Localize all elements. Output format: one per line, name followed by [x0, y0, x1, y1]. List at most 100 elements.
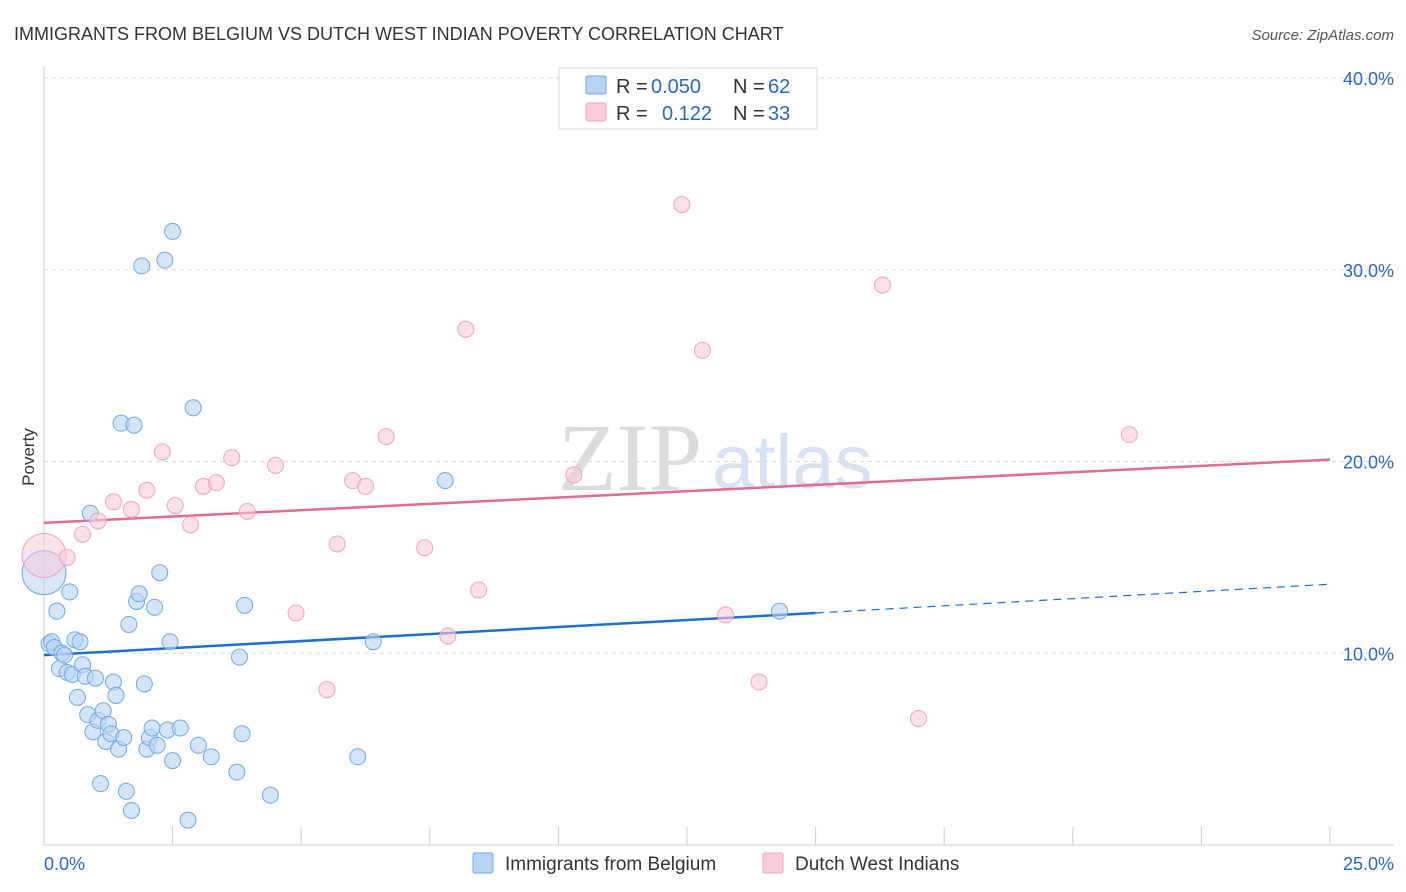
point-belgium — [86, 669, 104, 687]
bottom-legend-swatch-belgium — [472, 852, 494, 874]
grid-layer — [44, 77, 1394, 654]
point-dutch-west-indians — [89, 512, 107, 530]
point-dutch-west-indians — [58, 548, 76, 566]
point-belgium — [189, 736, 207, 754]
point-belgium — [233, 725, 251, 743]
point-dutch-west-indians — [1120, 426, 1138, 444]
point-dutch-west-indians — [153, 443, 171, 461]
point-belgium — [92, 775, 110, 793]
legend-r-label-belgium: R = — [616, 76, 648, 98]
point-belgium — [228, 763, 246, 781]
point-dutch-west-indians — [357, 477, 374, 495]
legend-n-label-dutch-west-indians: N = — [733, 103, 765, 125]
point-belgium — [171, 719, 189, 737]
point-belgium — [151, 564, 169, 582]
point-dutch-west-indians — [166, 497, 184, 515]
point-belgium — [236, 596, 254, 614]
point-belgium — [56, 646, 74, 664]
point-belgium — [117, 782, 135, 800]
trend-line-dutch-west-indians — [43, 458, 1331, 525]
point-dutch-west-indians — [223, 449, 241, 467]
point-belgium — [164, 752, 182, 770]
legend-swatch-belgium — [585, 75, 607, 95]
point-dutch-west-indians — [74, 525, 92, 543]
point-dutch-west-indians — [673, 196, 691, 214]
point-dutch-west-indians — [287, 604, 305, 622]
point-belgium — [48, 602, 66, 620]
y-tick-label: 10.0% — [1343, 644, 1394, 664]
point-belgium — [68, 688, 86, 706]
points-layer — [21, 196, 1138, 829]
point-belgium — [122, 801, 140, 819]
point-belgium — [184, 399, 202, 417]
chart-source: Source: ZipAtlas.com — [1251, 27, 1394, 44]
point-dutch-west-indians — [138, 481, 156, 499]
point-belgium — [71, 633, 89, 651]
legend-n-value-belgium: 62 — [768, 76, 790, 98]
point-dutch-west-indians — [182, 516, 200, 534]
bottom-legend-label-dutch-west-indians: Dutch West Indians — [795, 854, 959, 875]
point-belgium — [146, 598, 164, 616]
point-belgium — [230, 648, 248, 666]
y-tick-label: 20.0% — [1343, 453, 1394, 473]
trend-line-belgium — [43, 611, 816, 657]
point-dutch-west-indians — [318, 681, 336, 699]
point-dutch-west-indians — [122, 500, 140, 518]
point-belgium — [156, 251, 174, 269]
bottom-legend-swatch-dutch-west-indians — [762, 852, 784, 874]
point-dutch-west-indians — [470, 581, 488, 599]
x-tick-label-min: 0.0% — [44, 854, 85, 874]
point-dutch-west-indians — [266, 456, 284, 474]
point-belgium — [120, 615, 138, 633]
bottom-legend-label-belgium: Immigrants from Belgium — [505, 854, 716, 875]
legend-swatch-dutch-west-indians — [585, 102, 607, 122]
chart-title: IMMIGRANTS FROM BELGIUM VS DUTCH WEST IN… — [14, 24, 783, 44]
point-belgium — [179, 811, 197, 829]
point-belgium — [261, 786, 279, 804]
top-legend: R = 0.050 N = 62 R = 0.122 N = 33 — [558, 67, 818, 130]
y-tick-label: 40.0% — [1343, 69, 1394, 89]
point-dutch-west-indians — [717, 606, 735, 624]
trend-line-belgium-extension — [815, 583, 1331, 614]
axis-layer: 10.0% 20.0% 30.0% 40.0% — [43, 66, 1394, 846]
bottom-legend: Immigrants from Belgium Dutch West India… — [472, 852, 959, 875]
point-belgium — [349, 748, 367, 766]
point-belgium — [115, 729, 133, 747]
point-belgium — [135, 675, 153, 693]
point-dutch-west-indians — [693, 341, 711, 359]
point-dutch-west-indians — [873, 276, 891, 294]
y-axis-label: Poverty — [19, 428, 38, 486]
point-belgium — [133, 257, 151, 275]
point-dutch-west-indians — [238, 502, 256, 520]
point-belgium — [148, 736, 166, 754]
x-tick-label-max: 25.0% — [1343, 854, 1394, 874]
point-belgium — [161, 633, 179, 651]
y-tick-label: 30.0% — [1343, 261, 1394, 281]
point-dutch-west-indians — [565, 466, 583, 484]
point-dutch-west-indians — [207, 474, 225, 492]
legend-r-value-belgium: 0.050 — [651, 76, 701, 98]
legend-n-value-dutch-west-indians: 33 — [768, 103, 790, 125]
watermark-atlas: atlas — [712, 420, 873, 505]
point-belgium — [202, 748, 220, 766]
point-belgium — [436, 472, 454, 490]
point-belgium — [61, 583, 79, 601]
point-dutch-west-indians — [416, 539, 434, 557]
point-belgium — [771, 602, 789, 620]
point-dutch-west-indians — [750, 673, 768, 691]
point-belgium — [130, 585, 148, 603]
point-dutch-west-indians — [328, 535, 346, 553]
legend-r-label-dutch-west-indians: R = — [616, 103, 648, 125]
point-dutch-west-indians — [377, 428, 395, 446]
point-dutch-west-indians — [104, 493, 122, 511]
point-belgium — [125, 416, 143, 434]
legend-n-label-belgium: N = — [733, 76, 765, 98]
point-belgium — [164, 222, 182, 240]
point-belgium — [107, 686, 125, 704]
point-dutch-west-indians — [439, 627, 457, 645]
point-dutch-west-indians — [909, 709, 927, 727]
point-dutch-west-indians — [457, 320, 475, 338]
legend-r-value-dutch-west-indians: 0.122 — [662, 103, 712, 125]
